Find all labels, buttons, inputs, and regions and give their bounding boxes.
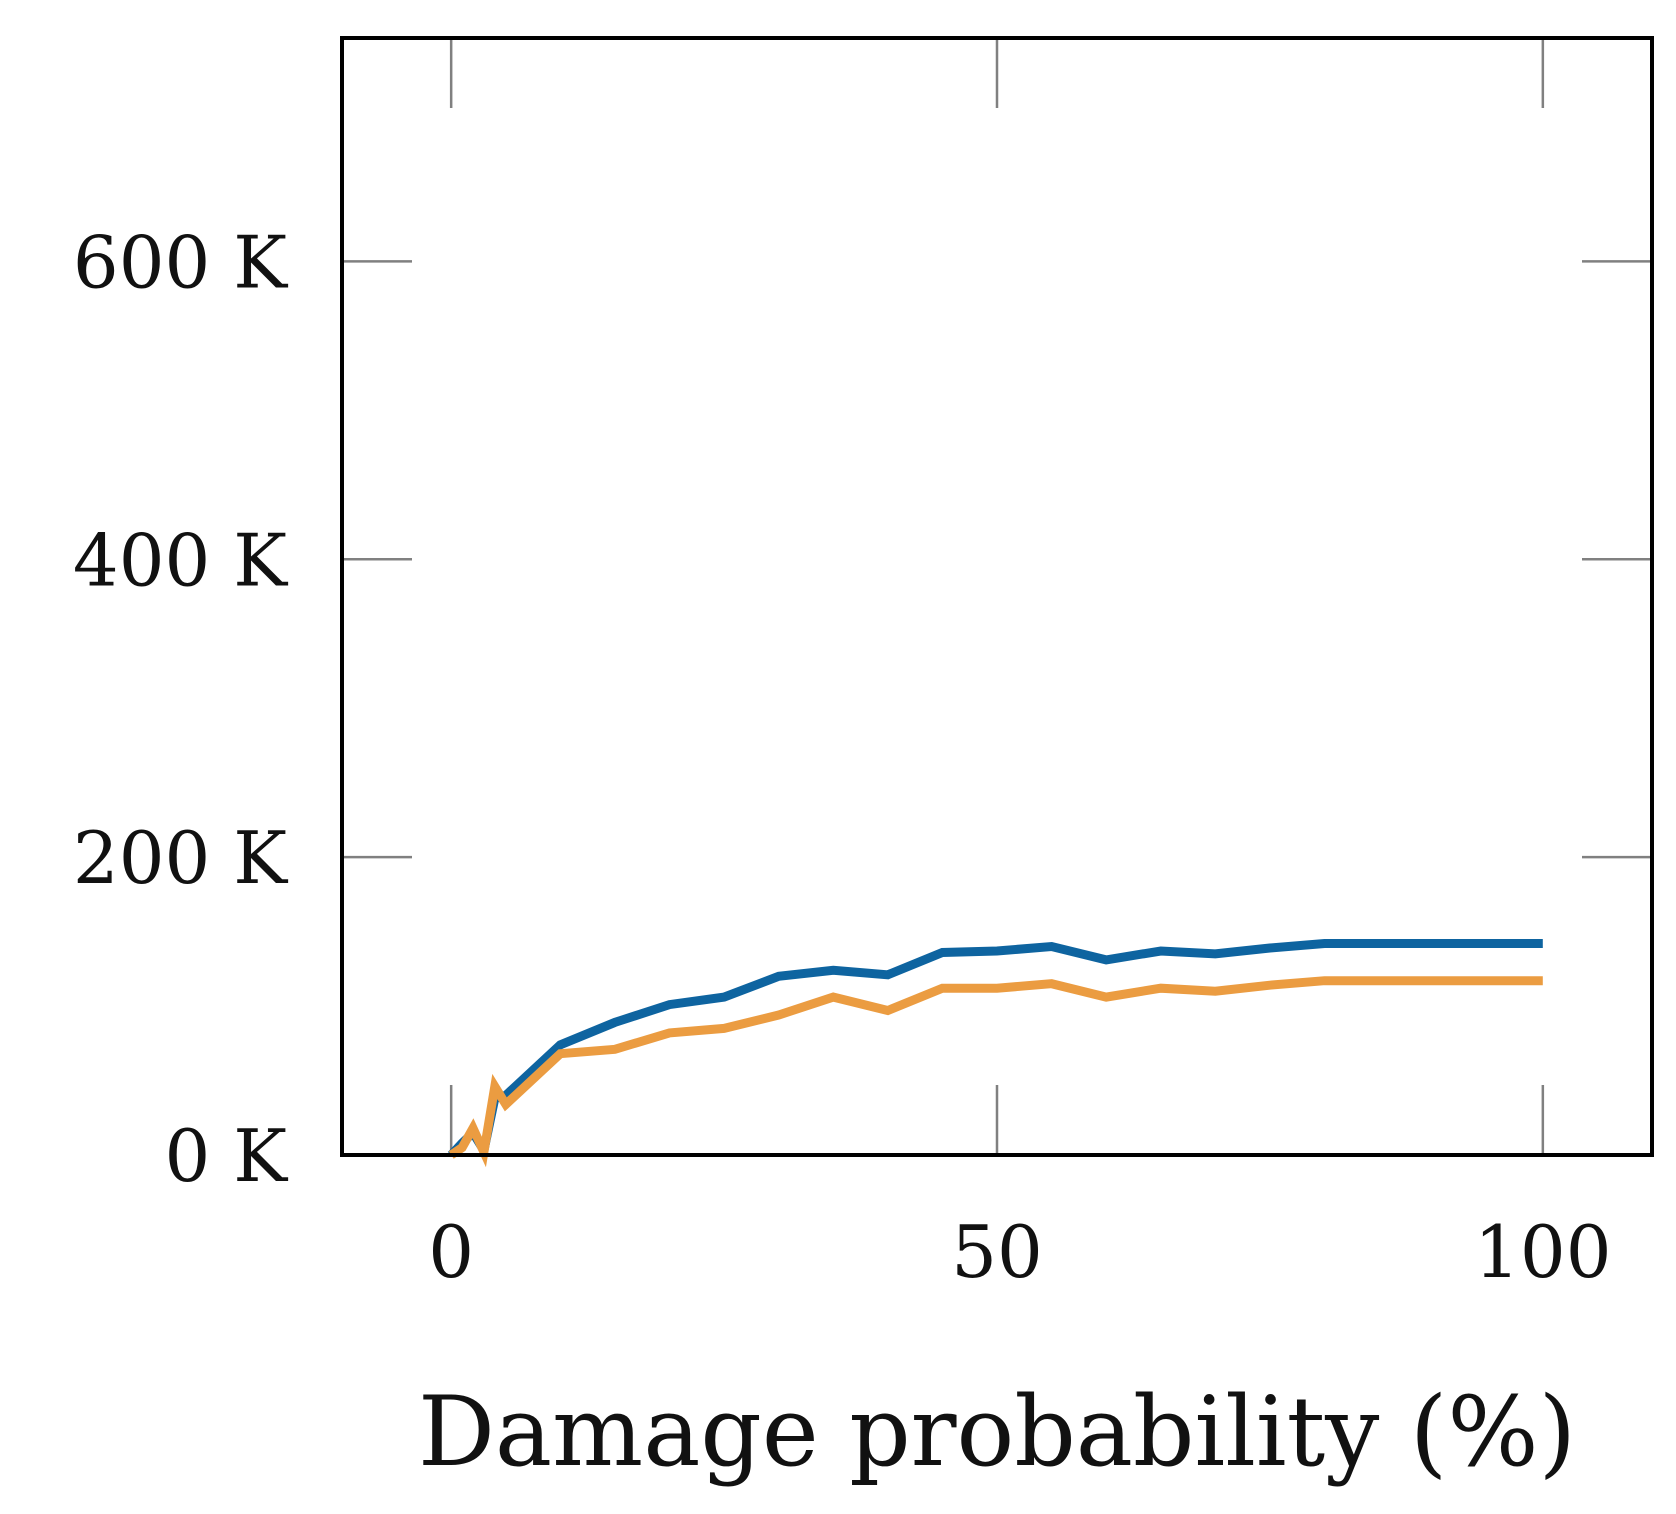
tick-marks: [342, 38, 1652, 1157]
series-orange-line: [448, 976, 1543, 1168]
x-tick-label: 50: [951, 1210, 1043, 1294]
x-tick-label: 100: [1474, 1210, 1611, 1294]
x-axis-title: Damage probability (%): [418, 1376, 1576, 1488]
x-tick-labels: 0 50 100: [428, 1210, 1611, 1294]
y-tick-label: 200 K: [73, 816, 288, 900]
y-tick-label: 0 K: [165, 1114, 289, 1198]
y-tick-labels: 0 K 200 K 400 K 600 K: [73, 220, 288, 1198]
y-tick-label: 600 K: [73, 220, 288, 304]
plot-frame: [340, 36, 1654, 1157]
y-tick-label: 400 K: [73, 518, 288, 602]
series-layer: [447, 939, 1543, 1168]
x-tick-label: 0: [428, 1210, 474, 1294]
